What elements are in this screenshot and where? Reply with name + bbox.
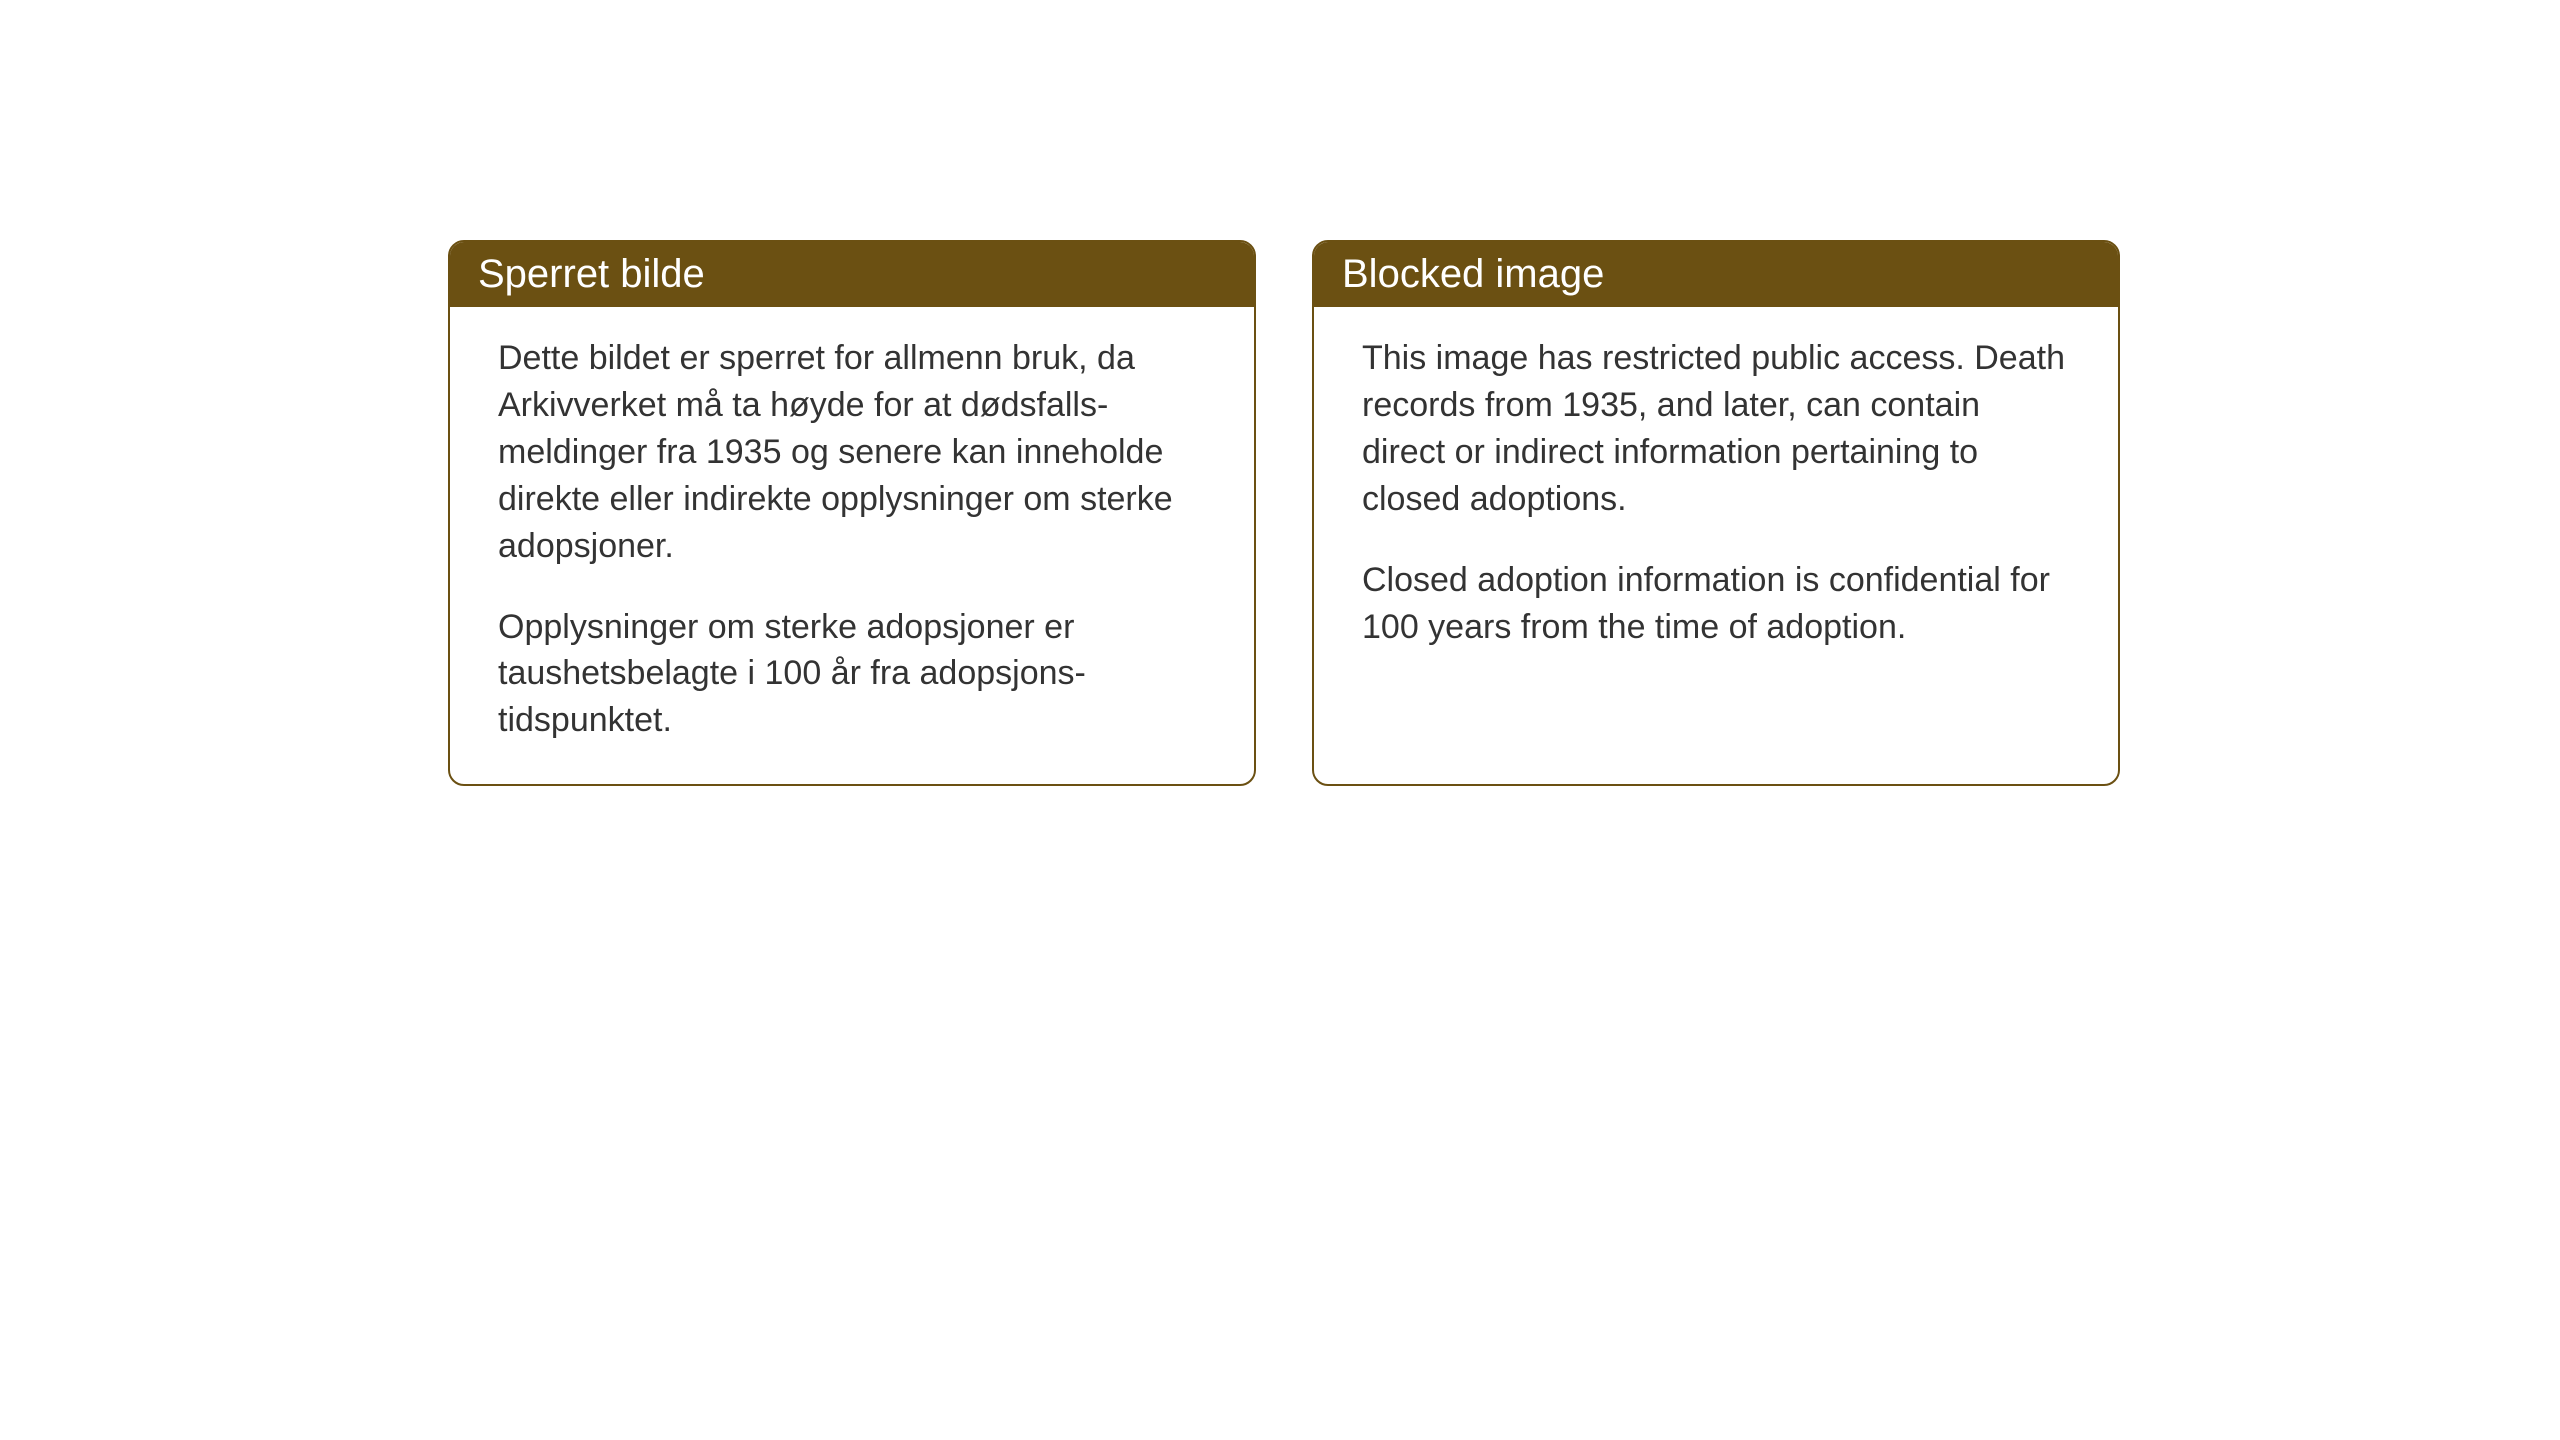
paragraph-norwegian-1: Dette bildet er sperret for allmenn bruk… (498, 335, 1206, 570)
notice-card-norwegian: Sperret bilde Dette bildet er sperret fo… (448, 240, 1256, 786)
notice-cards-container: Sperret bilde Dette bildet er sperret fo… (448, 240, 2120, 786)
paragraph-english-2: Closed adoption information is confident… (1362, 557, 2070, 651)
notice-card-english: Blocked image This image has restricted … (1312, 240, 2120, 786)
paragraph-norwegian-2: Opplysninger om sterke adopsjoner er tau… (498, 604, 1206, 745)
paragraph-english-1: This image has restricted public access.… (1362, 335, 2070, 523)
card-body-english: This image has restricted public access.… (1314, 307, 2118, 690)
card-header-english: Blocked image (1314, 242, 2118, 307)
card-body-norwegian: Dette bildet er sperret for allmenn bruk… (450, 307, 1254, 784)
card-header-norwegian: Sperret bilde (450, 242, 1254, 307)
